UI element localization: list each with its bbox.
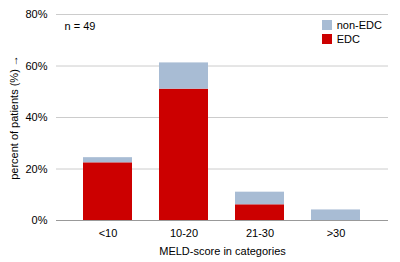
svg-text:40%: 40% bbox=[25, 111, 47, 123]
svg-text:60%: 60% bbox=[25, 60, 47, 72]
svg-text:80%: 80% bbox=[25, 8, 47, 20]
svg-text:<10: <10 bbox=[99, 227, 118, 239]
html-text:EDC: EDC bbox=[336, 33, 360, 45]
svg-text:n = 49: n = 49 bbox=[65, 20, 96, 32]
svg-text:21-30: 21-30 bbox=[246, 227, 274, 239]
svg-text:>30: >30 bbox=[327, 227, 346, 239]
html-text:non-EDC: non-EDC bbox=[336, 19, 382, 31]
svg-text:20%: 20% bbox=[25, 163, 47, 175]
svg-text:0%: 0% bbox=[32, 214, 48, 226]
svg-text:MELD-score in categories: MELD-score in categories bbox=[159, 245, 286, 257]
svg-text:10-20: 10-20 bbox=[170, 227, 198, 239]
svg-text:percent of patients (%) →: percent of patients (%) → bbox=[8, 55, 20, 180]
